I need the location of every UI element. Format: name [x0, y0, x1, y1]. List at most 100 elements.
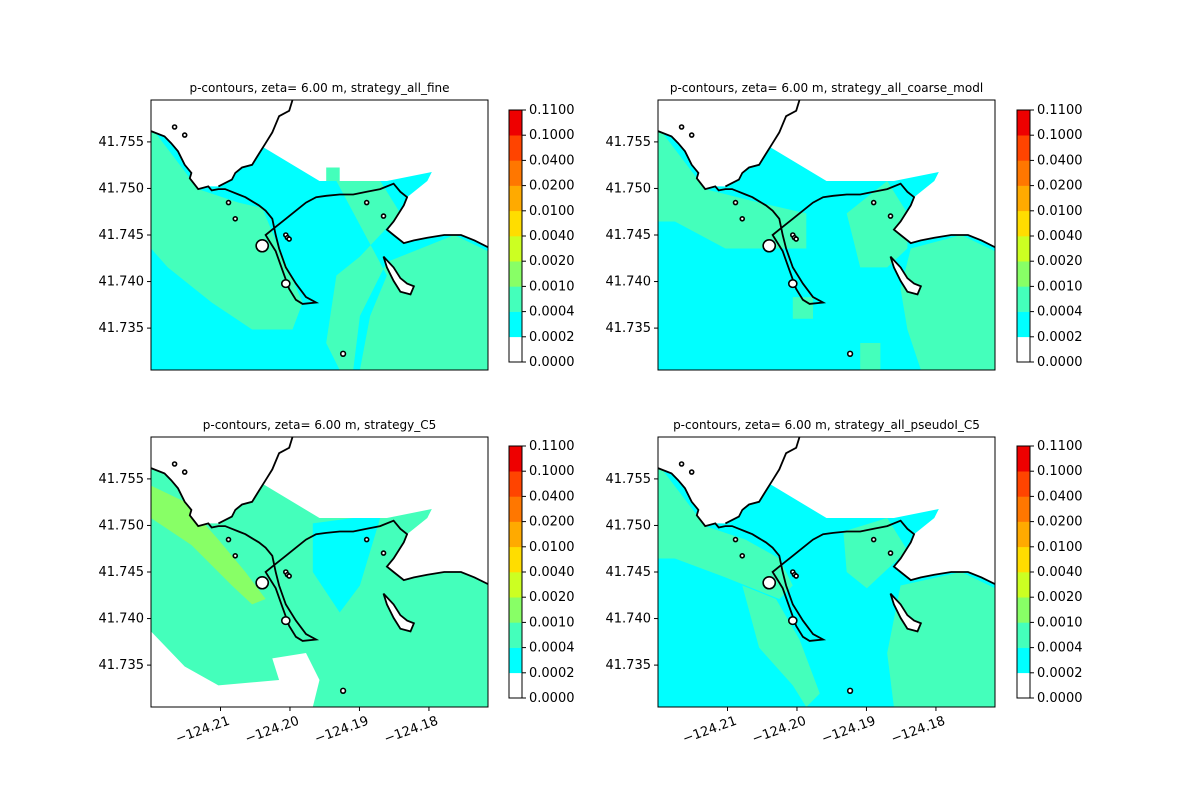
colorbar-segment — [1017, 546, 1030, 573]
colorbar-tick-label: 0.0004 — [1037, 641, 1083, 656]
coastline-north — [217, 437, 294, 525]
island — [762, 239, 777, 253]
colorbar-tick-label: 0.0200 — [1037, 515, 1083, 530]
land-east — [893, 437, 995, 585]
panel-fine: p-contours, zeta= 6.00 m, strategy_all_f… — [99, 81, 575, 371]
colorbar-segment — [509, 311, 522, 338]
colorbar-tick-label: 0.0010 — [1037, 615, 1083, 630]
colorbar-tick-label: 0.0200 — [529, 515, 575, 530]
colorbar-segment — [509, 135, 522, 161]
panel-title: p-contours, zeta= 6.00 m, strategy_C5 — [203, 418, 436, 432]
colorbar-tick-label: 0.0400 — [529, 153, 575, 168]
spit — [889, 255, 923, 296]
island — [255, 576, 270, 590]
region-0004 — [658, 127, 807, 249]
island — [286, 236, 292, 242]
y-tick-label: 41.735 — [99, 321, 145, 336]
coastline-north — [724, 437, 801, 525]
colorbar-tick-label: 0.1000 — [1037, 464, 1083, 479]
colorbar-segment — [1017, 446, 1030, 472]
colorbar-segment — [1017, 110, 1030, 136]
colorbar-tick-label: 0.0002 — [1037, 666, 1083, 681]
land-north — [658, 437, 800, 527]
colorbar-segment — [1017, 336, 1030, 363]
colorbar-tick-label: 0.0100 — [529, 540, 575, 555]
plot-area — [658, 100, 995, 370]
x-tick-label: −124.18 — [382, 714, 440, 747]
coastline-north — [217, 100, 294, 188]
colorbar-segment — [509, 672, 522, 699]
colorbar-tick-label: 0.0020 — [1037, 254, 1083, 269]
colorbar-segment — [1017, 236, 1030, 262]
colorbar-tick-label: 0.0400 — [529, 489, 575, 504]
colorbar-tick-label: 0.1000 — [529, 464, 575, 479]
colorbar-segment — [1017, 597, 1030, 623]
island — [688, 132, 695, 138]
y-tick-label: 41.755 — [606, 472, 652, 487]
colorbar-tick-label: 0.0000 — [1037, 691, 1083, 706]
island — [232, 216, 239, 222]
y-tick-label: 41.750 — [99, 518, 145, 533]
land-north — [658, 100, 800, 190]
y-tick-label: 41.750 — [606, 518, 652, 533]
y-tick-label: 41.745 — [606, 228, 652, 243]
colorbar-segment — [509, 446, 522, 472]
y-tick-label: 41.745 — [606, 565, 652, 580]
colorbar-tick-label: 0.0000 — [529, 355, 575, 370]
island — [793, 573, 799, 579]
colorbar-tick-label: 0.0040 — [1037, 565, 1083, 580]
x-tick-label: −124.21 — [681, 714, 739, 747]
colorbar-tick-label: 0.1000 — [529, 128, 575, 143]
colorbar: 0.0000 0.0002 0.0004 0.0010 0.0020 0.0040 0.01… — [508, 439, 575, 706]
colorbar-segment — [509, 647, 522, 674]
colorbar-tick-label: 0.0400 — [1037, 153, 1083, 168]
x-tick-label: −124.20 — [750, 714, 808, 747]
island — [280, 279, 291, 289]
y-tick-label: 41.755 — [99, 472, 145, 487]
island — [739, 216, 746, 222]
panel-coarse: p-contours, zeta= 6.00 m, strategy_all_c… — [606, 81, 1083, 371]
colorbar-segment — [509, 471, 522, 497]
y-tick-label: 41.740 — [606, 275, 652, 290]
colorbar-tick-label: 0.0002 — [529, 666, 575, 681]
colorbar: 0.0000 0.0002 0.0004 0.0010 0.0020 0.0040 0.01… — [1016, 439, 1083, 706]
island — [887, 550, 894, 556]
colorbar-segment — [509, 597, 522, 623]
island — [678, 461, 685, 467]
island — [787, 279, 798, 289]
island — [232, 552, 239, 559]
island — [380, 550, 387, 556]
colorbar-segment — [1017, 261, 1030, 287]
land-north — [151, 100, 293, 190]
colorbar-segment — [1017, 135, 1030, 161]
colorbar-tick-label: 0.0040 — [529, 229, 575, 244]
colorbar: 0.0000 0.0002 0.0004 0.0010 0.0020 0.0040 0.01… — [1016, 103, 1083, 370]
island — [363, 199, 370, 206]
colorbar-segment — [509, 286, 522, 312]
colorbar-tick-label: 0.0020 — [529, 590, 575, 605]
plot-area — [151, 437, 488, 707]
colorbar-tick-label: 0.0020 — [529, 254, 575, 269]
region-0004 — [326, 167, 340, 181]
colorbar-tick-label: 0.0004 — [529, 305, 575, 320]
colorbar-tick-label: 0.0040 — [529, 565, 575, 580]
colorbar-segment — [1017, 185, 1030, 212]
island — [225, 536, 232, 543]
colorbar-tick-label: 0.0040 — [1037, 229, 1083, 244]
island — [280, 616, 291, 626]
y-tick-label: 41.735 — [99, 658, 145, 673]
island — [255, 239, 270, 253]
x-tick-label: −124.19 — [820, 714, 878, 747]
colorbar-tick-label: 0.0100 — [1037, 540, 1083, 555]
plot-area — [151, 100, 488, 370]
land-east — [386, 437, 488, 585]
colorbar-tick-label: 0.1100 — [1037, 103, 1083, 118]
island — [732, 536, 739, 543]
colorbar-segment — [1017, 286, 1030, 312]
colorbar-tick-label: 0.0002 — [1037, 330, 1083, 345]
y-tick-label: 41.735 — [606, 321, 652, 336]
coastline-north — [724, 100, 801, 188]
island — [762, 576, 777, 590]
colorbar-segment — [509, 236, 522, 262]
colorbar-segment — [1017, 160, 1030, 186]
